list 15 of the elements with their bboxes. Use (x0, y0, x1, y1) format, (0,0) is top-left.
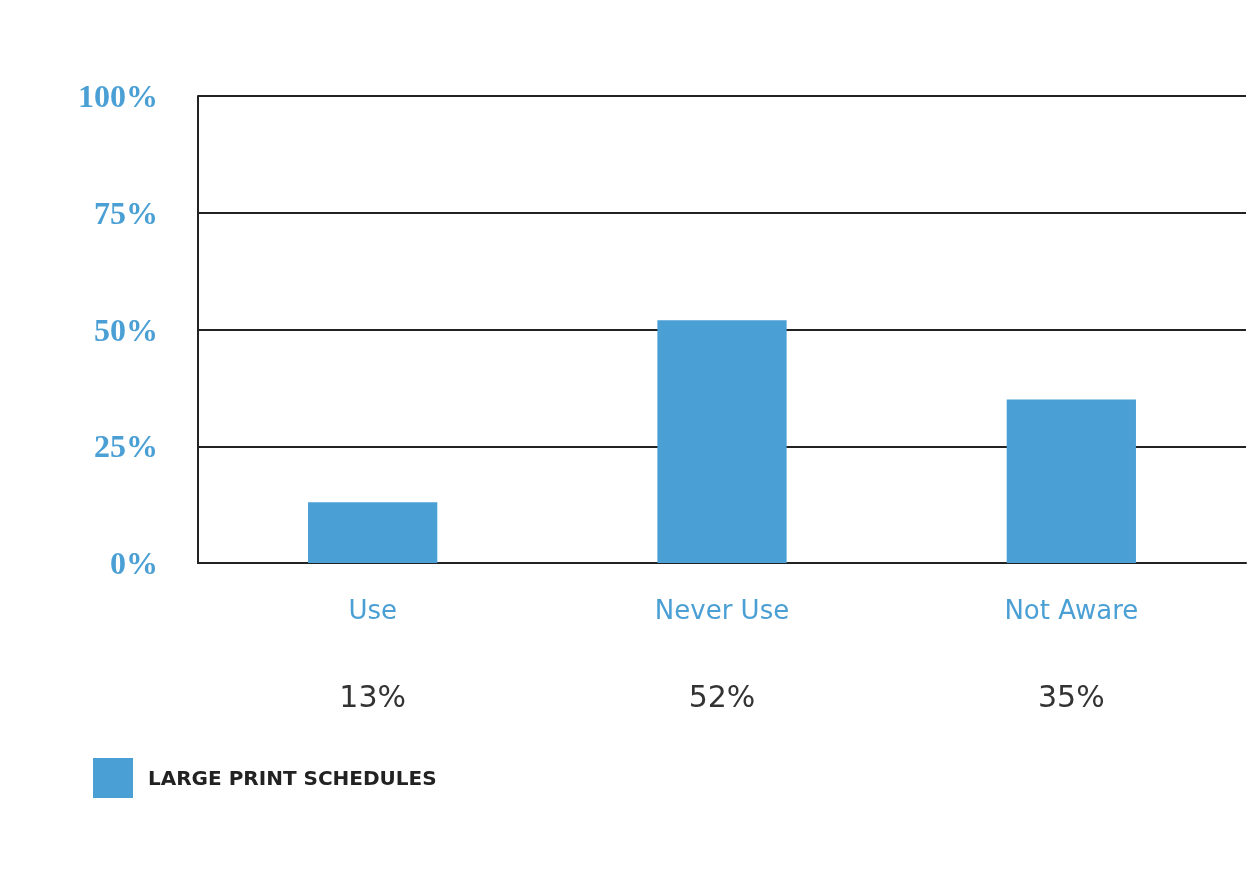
data-label: 35% (1037, 678, 1105, 714)
bar (308, 502, 438, 563)
y-tick-label: 0% (110, 545, 158, 581)
y-tick-label: 100% (78, 78, 158, 114)
x-tick-label: Never Use (654, 595, 790, 625)
x-tick-label: Use (348, 595, 397, 625)
legend-label: LARGE PRINT SCHEDULES (148, 766, 437, 790)
y-tick-label: 50% (94, 311, 158, 348)
y-tick-label: 25% (94, 428, 158, 465)
bar (657, 320, 787, 563)
y-tick-label: 75% (94, 194, 158, 231)
data-label: 13% (339, 678, 407, 714)
bar (1006, 399, 1136, 563)
x-tick-label: Not Aware (1004, 595, 1139, 625)
data-label: 52% (688, 678, 756, 714)
